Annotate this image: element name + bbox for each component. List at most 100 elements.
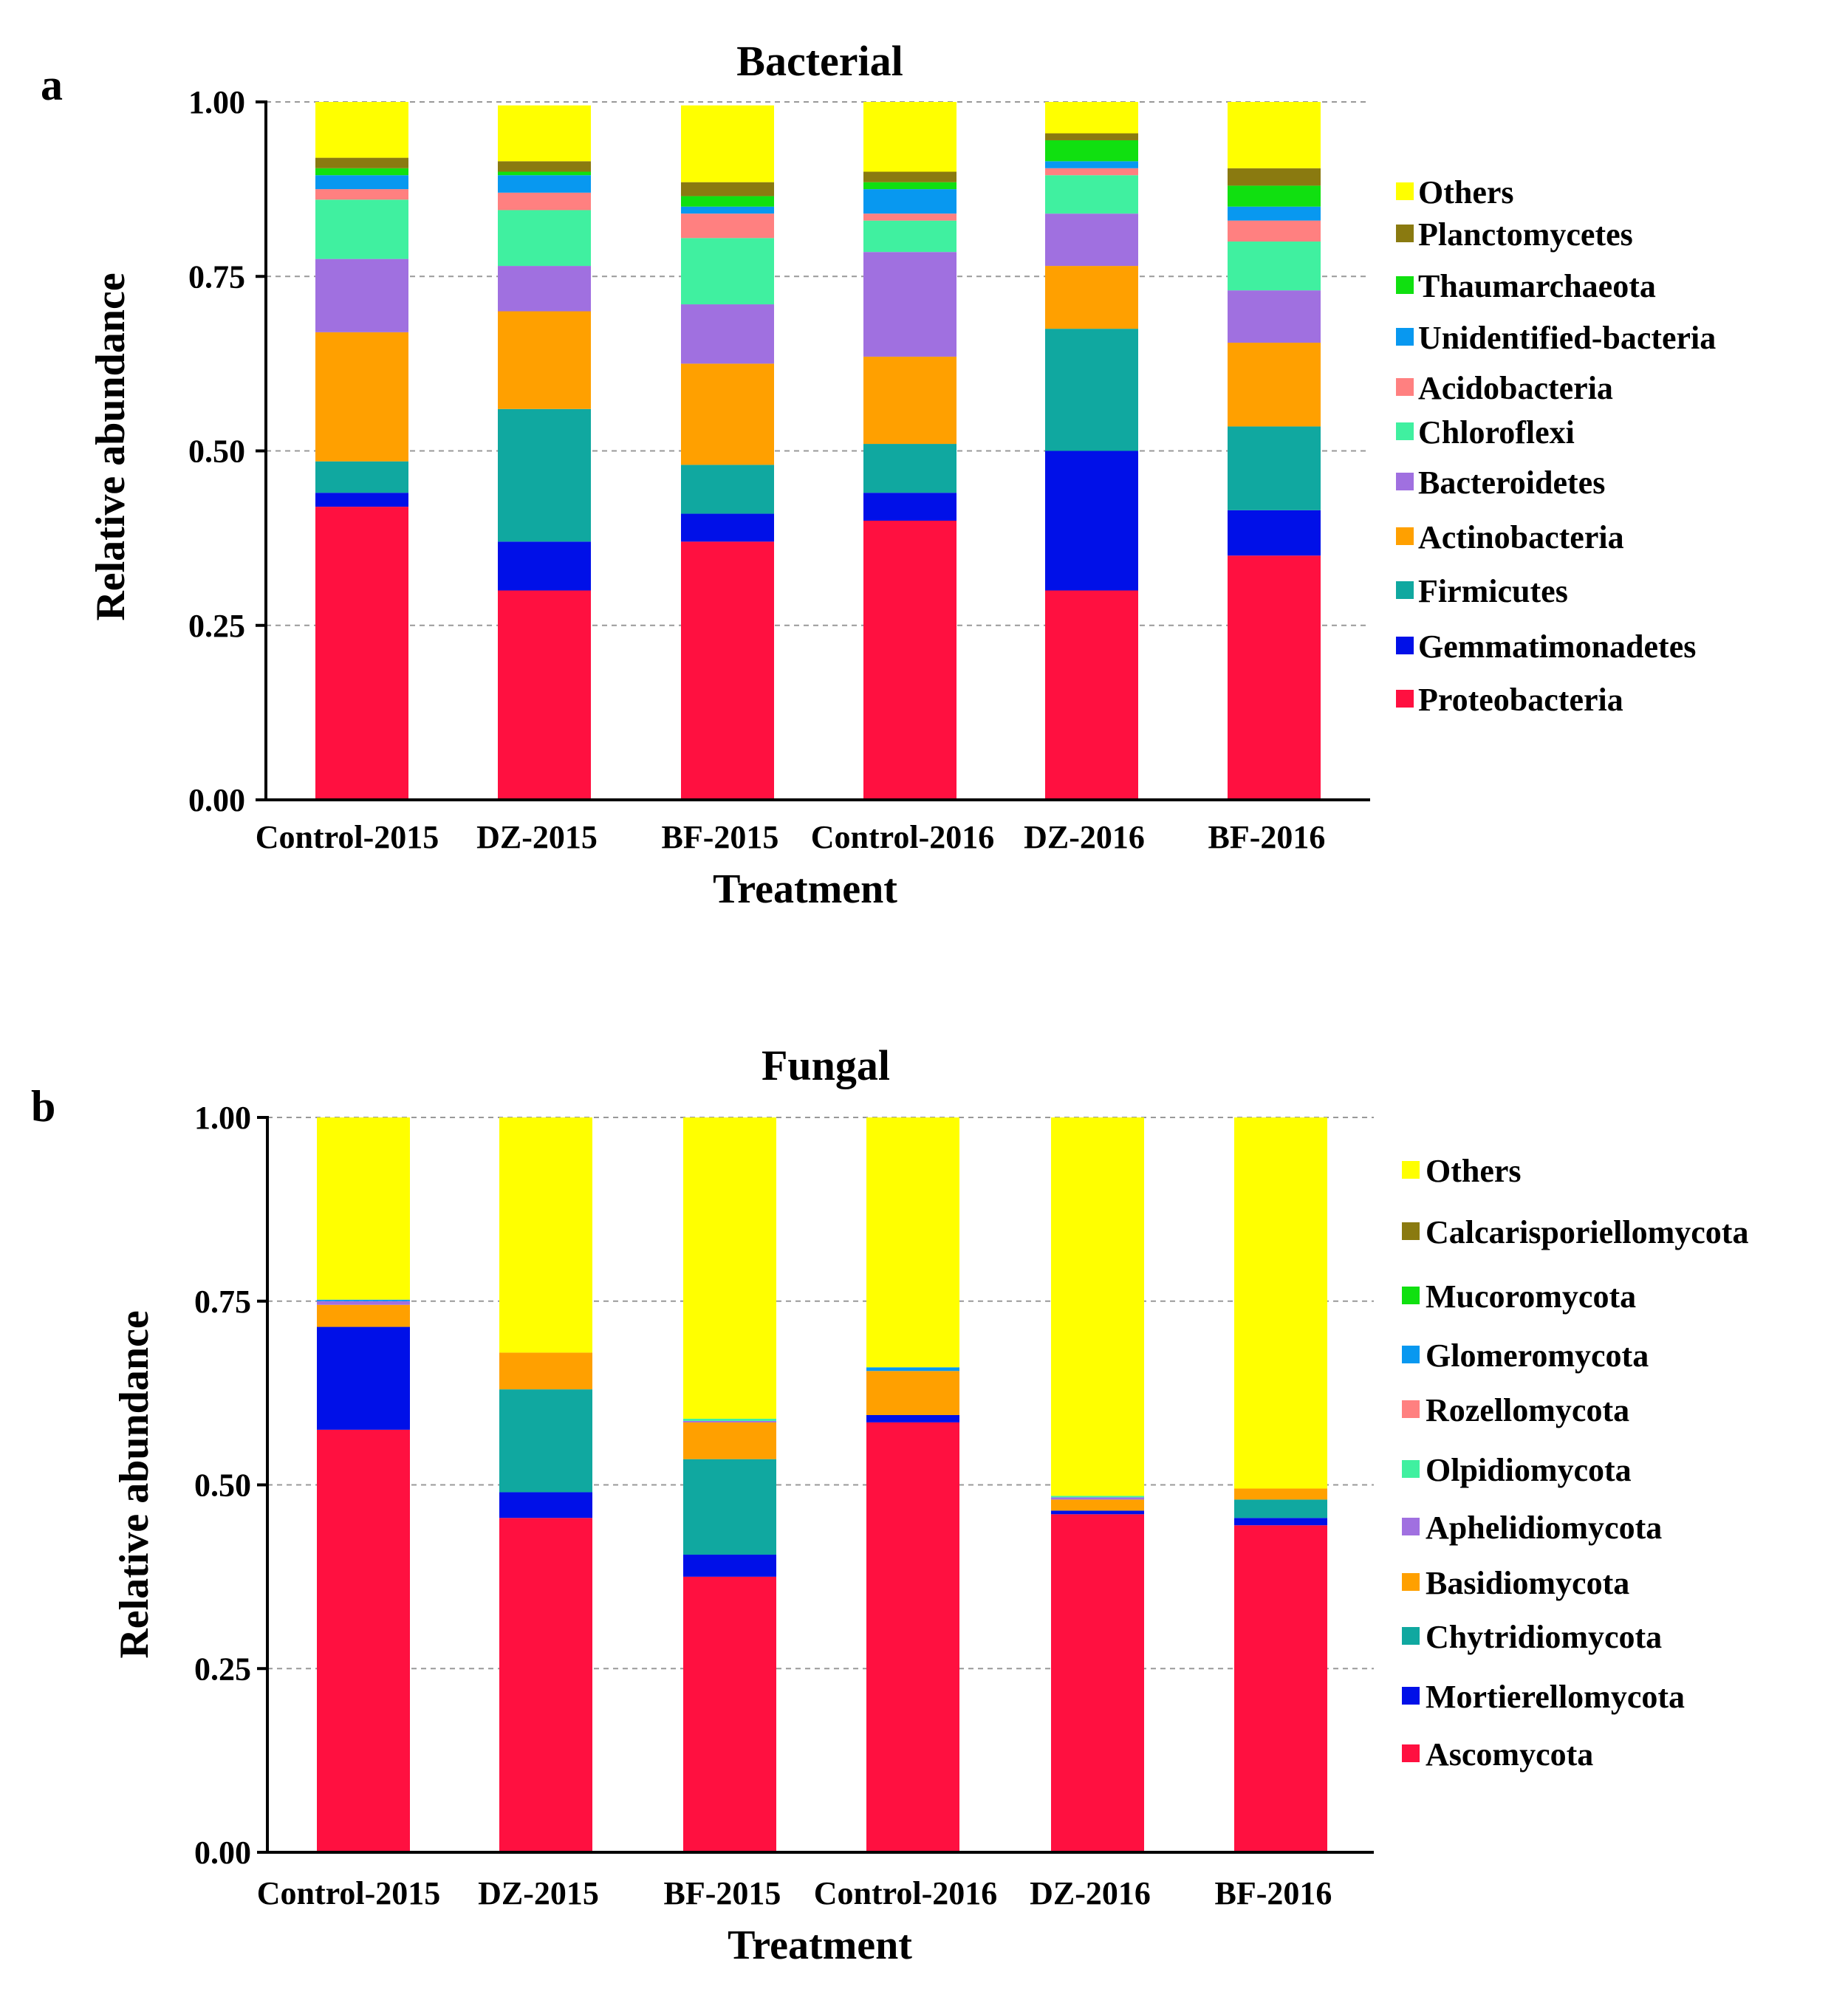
bar-segment-proteobacteria-control-2015	[315, 507, 408, 800]
bar-segment-firmicutes-control-2016	[863, 444, 956, 493]
legend-swatch	[1396, 422, 1414, 440]
legend-item-unidentified-bacteria: Unidentified-bacteria	[1396, 320, 1716, 356]
y-tick-label: 0.75	[194, 1284, 251, 1320]
panel-letter: a	[41, 61, 63, 109]
bar-segment-ascomycota-dz-2016	[1051, 1514, 1144, 1852]
legend-swatch	[1402, 1627, 1420, 1645]
bar-segment-planctomycetes-bf-2016	[1228, 168, 1321, 186]
x-category-label: Control-2016	[811, 819, 995, 855]
bar-segment-chloroflexi-control-2016	[863, 220, 956, 253]
bar-segment-unidentified-bacteria-dz-2015	[498, 175, 591, 193]
bar-segment-thaumarchaeota-dz-2015	[498, 171, 591, 176]
bar-segment-mortierellomycota-bf-2016	[1234, 1518, 1327, 1526]
bar-segment-aphelidiomycota-bf-2015	[683, 1420, 776, 1422]
legend-label: Others	[1418, 174, 1514, 210]
legend-swatch	[1402, 1744, 1420, 1762]
bar-segment-others-bf-2015	[681, 105, 774, 182]
legend-label: Chytridiomycota	[1426, 1619, 1662, 1655]
legend-label: Firmicutes	[1418, 573, 1568, 609]
legend-swatch	[1402, 1400, 1420, 1418]
bar-segment-acidobacteria-control-2016	[863, 213, 956, 221]
bar-segment-bacteroidetes-control-2015	[315, 258, 408, 332]
bar-segment-others-bf-2015	[683, 1117, 776, 1419]
y-tick-label: 0.75	[188, 258, 245, 295]
bar-segment-mortierellomycota-dz-2016	[1051, 1510, 1144, 1515]
bar-segment-thaumarchaeota-bf-2016	[1228, 185, 1321, 207]
bar-segment-actinobacteria-control-2016	[863, 356, 956, 445]
legend-label: Planctomycetes	[1418, 216, 1633, 253]
legend-swatch	[1396, 637, 1414, 654]
bar-segment-others-control-2016	[866, 1117, 959, 1368]
bar-segment-basidiomycota-dz-2016	[1051, 1499, 1144, 1511]
bar-segment-chloroflexi-dz-2015	[498, 210, 591, 267]
legend-label: Glomeromycota	[1426, 1338, 1649, 1374]
legend-item-others: Others	[1396, 174, 1514, 210]
panel-b-fungal: b Fungal 0.00 0.25 0.50 0.75 1.00 Control-20…	[31, 1041, 1748, 1968]
legend-item-bacteroidetes: Bacteroidetes	[1396, 465, 1605, 501]
x-category-label: DZ-2015	[478, 1875, 599, 1911]
legend-item-olpidiomycota: Olpidiomycota	[1402, 1452, 1632, 1488]
bar-segment-others-dz-2015	[499, 1117, 592, 1353]
legend: Proteobacteria Gemmatimonadetes Firmicutes…	[1396, 174, 1716, 718]
y-axis-title: Relative abundance	[88, 273, 134, 620]
legend-item-actinobacteria: Actinobacteria	[1396, 519, 1624, 555]
bar-segment-glomeromycota-control-2015	[317, 1299, 410, 1301]
bar-segment-proteobacteria-bf-2016	[1228, 555, 1321, 800]
bar-segment-gemmatimonadetes-dz-2016	[1045, 451, 1138, 591]
bar-segment-actinobacteria-dz-2016	[1045, 266, 1138, 329]
legend-item-mucoromycota: Mucoromycota	[1402, 1278, 1636, 1315]
bar-segment-thaumarchaeota-control-2015	[315, 168, 408, 176]
bar-segment-chytridiomycota-bf-2015	[683, 1459, 776, 1555]
legend-label: Unidentified-bacteria	[1418, 320, 1716, 356]
bar-segment-others-control-2016	[863, 102, 956, 172]
x-category-labels: Control-2015 DZ-2015 BF-2015 Control-2016 DZ…	[257, 1875, 1332, 1911]
bar-segment-firmicutes-bf-2016	[1228, 426, 1321, 510]
legend: Ascomycota Mortierellomycota Chytridiomyco…	[1402, 1153, 1748, 1773]
x-category-label: DZ-2016	[1024, 819, 1145, 855]
bar-segment-unidentified-bacteria-control-2015	[315, 175, 408, 190]
bar-segment-gemmatimonadetes-control-2015	[315, 493, 408, 507]
bar-segment-unidentified-bacteria-dz-2016	[1045, 161, 1138, 168]
bar-segment-firmicutes-dz-2015	[498, 408, 591, 542]
y-tick-label: 0.50	[194, 1468, 251, 1504]
legend-item-gemmatimonadetes: Gemmatimonadetes	[1396, 629, 1696, 665]
bar-segment-ascomycota-bf-2015	[683, 1576, 776, 1852]
bar-segment-ascomycota-control-2016	[866, 1422, 959, 1852]
x-category-label: DZ-2016	[1030, 1875, 1151, 1911]
gridlines	[267, 1117, 1374, 1670]
x-category-label: Control-2015	[256, 819, 439, 855]
legend-label: Actinobacteria	[1418, 519, 1624, 555]
x-category-label: BF-2016	[1208, 819, 1326, 855]
bar-segment-unidentified-bacteria-control-2016	[863, 189, 956, 214]
legend-label: Basidiomycota	[1426, 1565, 1629, 1601]
bars	[317, 1117, 1327, 1852]
bar-segment-basidiomycota-bf-2015	[683, 1422, 776, 1459]
bar-segment-gemmatimonadetes-bf-2016	[1228, 510, 1321, 556]
bar-segment-gemmatimonadetes-dz-2015	[498, 541, 591, 591]
legend-label: Acidobacteria	[1418, 370, 1613, 406]
bar-segment-basidiomycota-control-2015	[317, 1304, 410, 1327]
legend-swatch	[1402, 1518, 1420, 1535]
bar-segment-basidiomycota-bf-2016	[1234, 1488, 1327, 1500]
bar-segment-aphelidiomycota-dz-2016	[1051, 1497, 1144, 1500]
bar-segment-proteobacteria-dz-2015	[498, 590, 591, 800]
legend-item-basidiomycota: Basidiomycota	[1402, 1565, 1629, 1601]
bar-segment-planctomycetes-dz-2015	[498, 161, 591, 172]
bar-segment-acidobacteria-bf-2015	[681, 213, 774, 239]
bar-segment-others-control-2015	[315, 102, 408, 158]
bar-segment-glomeromycota-control-2016	[866, 1367, 959, 1371]
legend-label: Calcarisporiellomycota	[1426, 1214, 1748, 1250]
legend-item-mortierellomycota: Mortierellomycota	[1402, 1679, 1685, 1715]
legend-item-ascomycota: Ascomycota	[1402, 1736, 1593, 1773]
bar-segment-others-bf-2016	[1234, 1117, 1327, 1489]
legend-label: Rozellomycota	[1426, 1392, 1629, 1428]
legend-swatch	[1396, 690, 1414, 708]
x-category-labels: Control-2015 DZ-2015 BF-2015 Control-2016 DZ…	[256, 819, 1326, 855]
bar-segment-firmicutes-dz-2016	[1045, 329, 1138, 451]
x-category-label: BF-2015	[662, 819, 779, 855]
bars	[315, 102, 1321, 800]
bar-segment-acidobacteria-bf-2016	[1228, 220, 1321, 242]
bar-segment-chloroflexi-control-2015	[315, 199, 408, 259]
legend-swatch	[1396, 527, 1414, 545]
